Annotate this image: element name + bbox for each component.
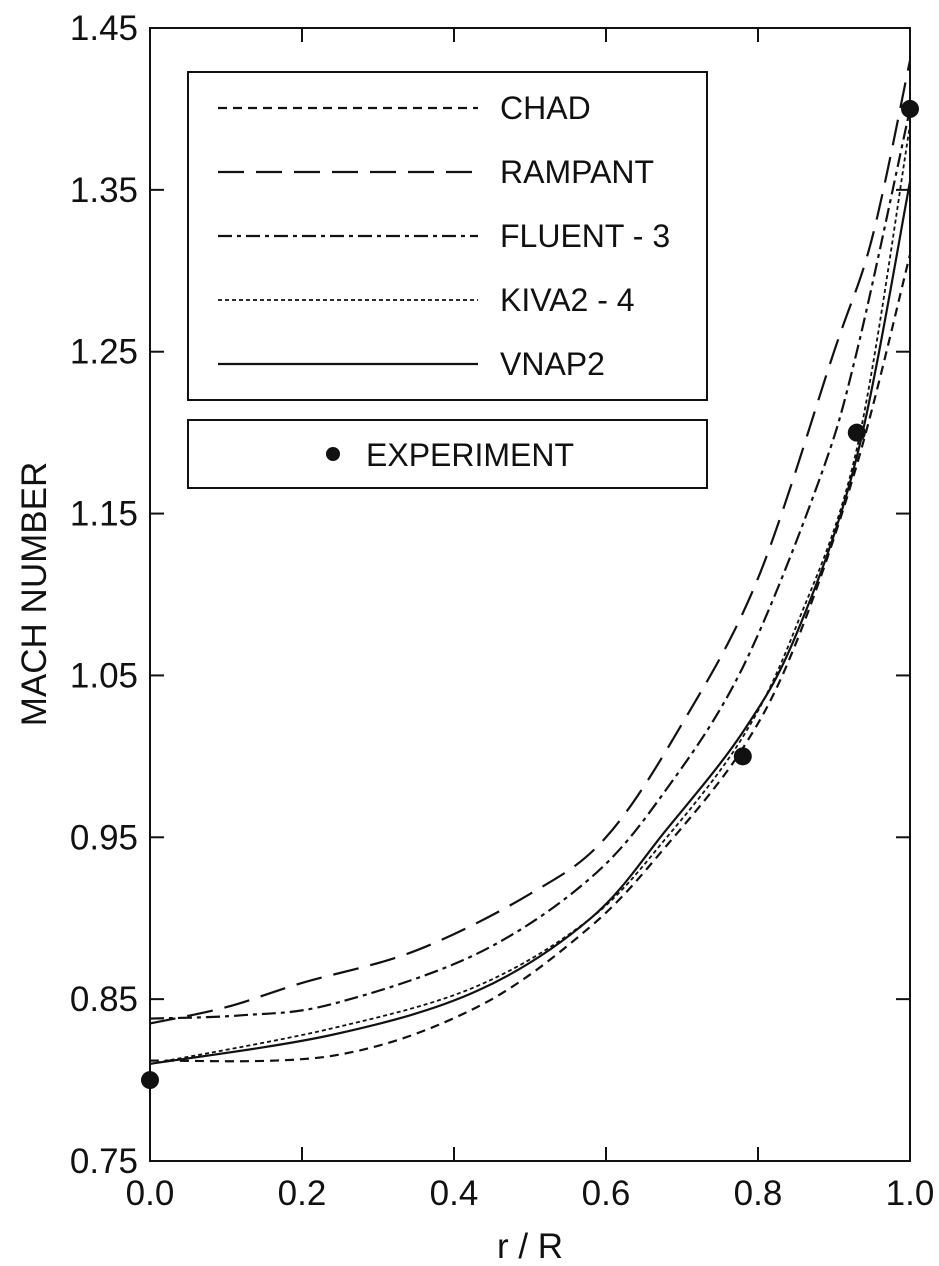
series-layer <box>149 60 912 1065</box>
y-tick-label: 1.15 <box>70 495 138 534</box>
x-tick-label: 0.8 <box>734 1174 783 1213</box>
experiment-point <box>901 99 919 118</box>
experiment-legend-marker <box>326 447 340 461</box>
series-line-chad <box>149 254 912 1063</box>
series-line-fluent-3 <box>149 108 912 1020</box>
y-tick-label: 0.95 <box>70 818 138 857</box>
series-line-rampant <box>149 60 912 1025</box>
y-axis-title: MACH NUMBER <box>15 462 54 726</box>
y-axis: 0.75 0.85 0.95 1.05 1.15 1.25 1.35 1.45 <box>70 9 910 1181</box>
series-line-kiva2-4 <box>149 124 911 1065</box>
x-axis: 0.0 0.2 0.4 0.6 0.8 1.0 <box>126 28 935 1213</box>
y-tick-label: 1.35 <box>70 171 138 210</box>
x-axis-title: r / R <box>497 1227 563 1266</box>
x-tick-label: 0.2 <box>278 1174 327 1213</box>
legend-label: RAMPANT <box>500 154 654 190</box>
legend-label: VNAP2 <box>500 346 605 382</box>
plot-frame <box>149 27 911 1162</box>
y-tick-label: 1.05 <box>70 656 138 695</box>
series-line-vnap2 <box>149 181 912 1065</box>
y-tick-label: 1.45 <box>70 9 138 48</box>
legend-label: FLUENT - 3 <box>500 218 670 254</box>
experiment-point <box>847 423 866 442</box>
y-tick-label: 0.75 <box>70 1142 138 1181</box>
experiment-point <box>141 1071 159 1090</box>
x-tick-label: 0.6 <box>582 1174 631 1213</box>
y-tick-label: 1.25 <box>70 333 138 372</box>
legend-label: CHAD <box>500 90 591 126</box>
legend-label: KIVA2 - 4 <box>500 282 635 318</box>
x-tick-label: 0.4 <box>430 1174 479 1213</box>
experiment-legend-box <box>187 419 708 489</box>
experiment-point <box>733 747 752 766</box>
x-tick-label: 1.0 <box>886 1174 935 1213</box>
y-tick-label: 0.85 <box>70 980 138 1019</box>
experiment-legend-label: EXPERIMENT <box>366 437 574 473</box>
experiment-points <box>141 99 919 1090</box>
legend-entries: CHAD RAMPANT FLUENT - 3 KIVA2 - 4 VNAP2 <box>218 90 670 382</box>
x-tick-label: 0.0 <box>126 1174 175 1213</box>
